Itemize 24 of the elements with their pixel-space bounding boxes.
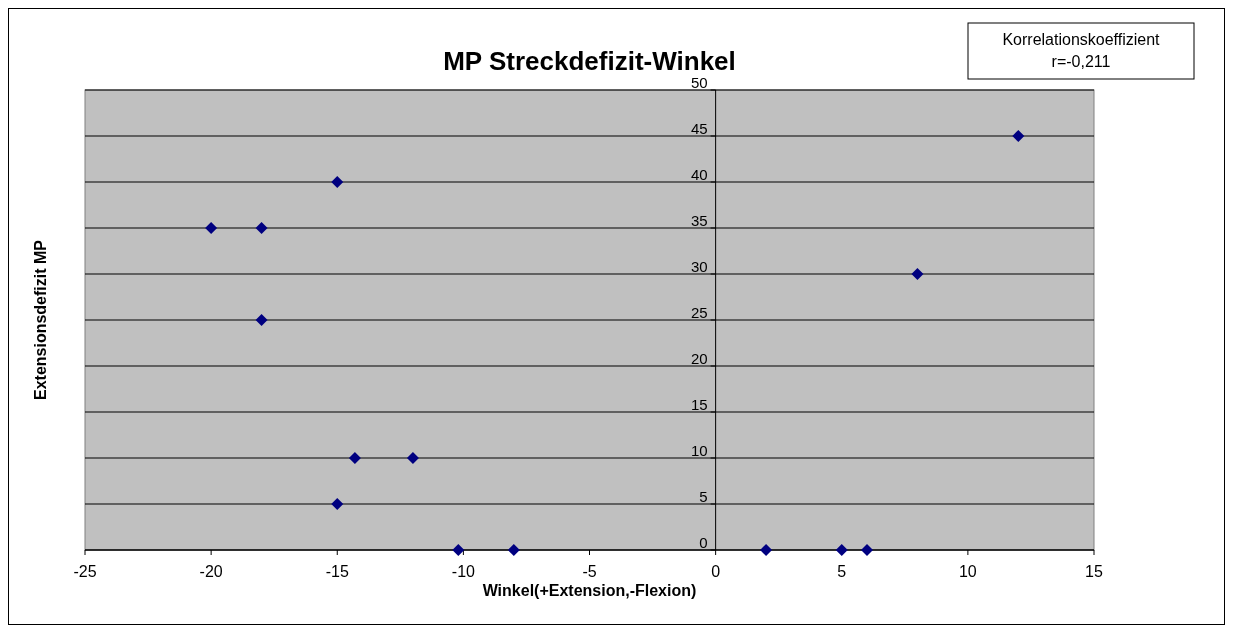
y-tick-label: 20	[690, 350, 708, 367]
x-tick-label: -5	[582, 563, 597, 580]
y-tick-label: 5	[699, 488, 708, 505]
x-tick-label: 15	[1085, 563, 1103, 580]
y-tick-label: 25	[690, 304, 708, 321]
y-tick-label: 45	[690, 120, 708, 137]
chart-title: MP Streckdefizit-Winkel	[443, 46, 736, 76]
text: Korrelationskoeffizient r=-0,211	[1002, 31, 1161, 70]
x-tick-label: 5	[837, 563, 847, 580]
y-tick-label: 0	[699, 534, 708, 551]
x-tick-label: -20	[199, 563, 223, 580]
x-axis-title: Winkel(+Extension,-Flexion)	[482, 582, 697, 599]
x-tick-label: 10	[958, 563, 977, 580]
x-tick-label: -25	[73, 563, 97, 580]
x-tick-label: -10	[451, 563, 476, 580]
x-tick-label: -15	[325, 563, 349, 580]
y-axis-title: Extensionsdefizit MP	[32, 239, 49, 401]
y-tick-label: 30	[690, 258, 708, 275]
x-tick-label: 0	[711, 563, 721, 580]
y-tick-label: 50	[690, 74, 708, 91]
y-tick-label: 35	[690, 212, 708, 229]
y-tick-label: 10	[690, 442, 708, 459]
y-tick-label: 15	[690, 396, 708, 413]
y-tick-label: 40	[690, 166, 708, 183]
